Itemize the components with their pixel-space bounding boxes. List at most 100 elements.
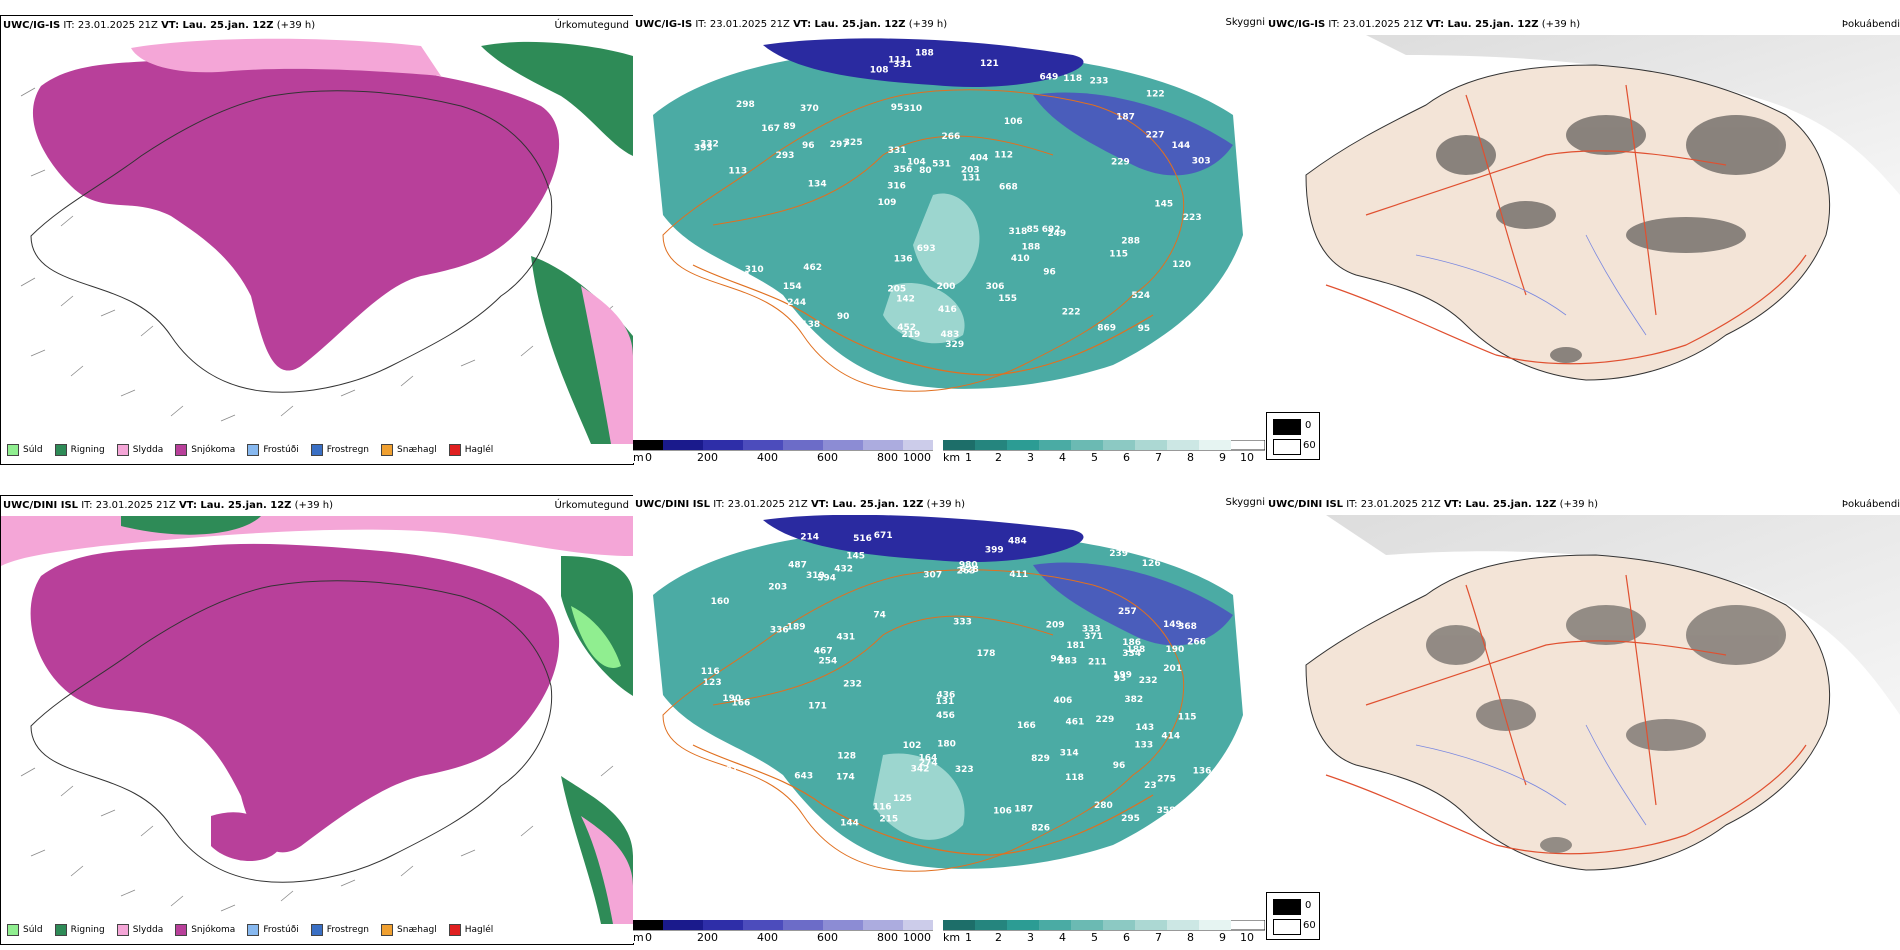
legend-freezing-rain: Frostregn [310, 444, 369, 456]
cloud-base-label: 280 [1094, 801, 1113, 811]
cloud-base-label: 316 [887, 182, 906, 192]
precip-map [1, 36, 633, 444]
cloud-base-label: 187 [1014, 805, 1033, 815]
cloud-base-label: 333 [1082, 625, 1101, 635]
cloud-base-label: 649 [1040, 73, 1059, 83]
cloud-base-label: 145 [1154, 200, 1173, 210]
cloud-base-label: 336 [770, 625, 789, 635]
cloud-base-label: 331 [888, 146, 907, 156]
precip-panel-row2: UWC/DINI ISL IT: 23.01.2025 21Z VT: Lau.… [0, 495, 634, 945]
cloud-base-label: 109 [878, 198, 897, 208]
cloud-base-label: 142 [896, 295, 915, 305]
cloud-base-label: 229 [1111, 158, 1130, 168]
cloud-base-label: 293 [776, 151, 795, 161]
visibility-unit: km [943, 451, 961, 464]
legend-snow: Snjókoma [175, 444, 235, 456]
it-label: IT: 23.01.2025 21Z [63, 20, 158, 31]
cloud-base-label: 358 [1157, 806, 1176, 816]
cloud-base-labels-row2: 96 149 275 333 191 145 186 174 126 189 190 160 199 21… [698, 531, 1211, 834]
cloud-base-label: 524 [1131, 291, 1150, 301]
cloud-base-label: 85 [1027, 225, 1040, 235]
precip-legend-row2: Súld Rigning Slydda Snjókoma Frostúði Fr… [7, 924, 505, 936]
cloud-base-label: 334 [1122, 649, 1141, 659]
cloud-base-label: 391 [719, 765, 738, 775]
visibility-colorbar-row2 [943, 920, 1265, 931]
cloud-base-label: 414 [1161, 732, 1180, 742]
cloud-base-label: 96 [802, 141, 815, 151]
vt-label: VT: Lau. 25.jan. 12Z [161, 20, 274, 31]
cloud-base-label: 594 [817, 573, 836, 583]
cloud-base-label: 215 [879, 815, 898, 825]
cloud-base-label: 399 [985, 545, 1004, 555]
cloud-base-label: 121 [980, 59, 999, 69]
cloud-base-label: 342 [911, 765, 930, 775]
cloud-base-colorbar [633, 440, 933, 451]
cloud-base-label: 104 [907, 157, 926, 167]
fog-legend-row2: 0 60 [1266, 892, 1320, 940]
cloud-base-label: 201 [1163, 664, 1182, 674]
fog-panel-row1: UWC/IG-IS IT: 23.01.2025 21Z VT: Lau. 25… [1266, 15, 1900, 410]
fog-legend-row1: 0 60 [1266, 412, 1320, 460]
cloud-base-label: 382 [1124, 695, 1143, 705]
cloud-base-label: 171 [808, 702, 827, 712]
cloud-base-label: 111 [888, 56, 907, 66]
cloud-base-label: 980 [959, 561, 978, 571]
cloud-base-label: 144 [840, 819, 859, 829]
cloud-base-label: 200 [937, 282, 956, 292]
cloud-base-label: 233 [1090, 77, 1109, 87]
cloud-base-label: 120 [1172, 260, 1191, 270]
cloud-base-label: 487 [788, 560, 807, 570]
cloud-base-label: 303 [1192, 157, 1211, 167]
cloud-base-label: 275 [1157, 775, 1176, 785]
cloud-base-label: 95 [891, 103, 904, 113]
cloud-base-label: 138 [801, 320, 820, 330]
cloud-base-label: 115 [1109, 250, 1128, 260]
precip-title: Úrkomutegund [554, 20, 629, 31]
cloud-base-label: 332 [700, 140, 719, 150]
cloud-base-label: 48 [707, 297, 720, 307]
cloud-base-label: 826 [1031, 824, 1050, 834]
legend-drizzle: Súld [7, 444, 43, 456]
panel-title-row2-precip: UWC/DINI ISL IT: 23.01.2025 21Z VT: Lau.… [3, 500, 334, 511]
legend-rain: Rigning [54, 444, 105, 456]
cloud-base-label: 89 [783, 122, 796, 132]
cloud-base-label: 318 [1009, 227, 1028, 237]
cloud-base-label: 238 [731, 271, 750, 281]
cloud-base-label: 106 [1004, 117, 1023, 127]
cloud-base-label: 869 [1097, 324, 1116, 334]
cloud-base-label: 298 [736, 100, 755, 110]
cloud-base-label: 323 [955, 765, 974, 775]
cloud-base-label: 333 [953, 618, 972, 628]
cloud-base-label: 331 [893, 60, 912, 70]
cloud-base-label: 131 [936, 697, 955, 707]
cloud-base-label: 106 [753, 329, 772, 339]
cloud-base-label: 209 [1046, 620, 1065, 630]
cloud-base-label: 112 [994, 150, 1013, 160]
cloud-base-label: 909 [759, 796, 778, 806]
cloud-base-label: 143 [1135, 723, 1154, 733]
cloud-base-label: 274 [919, 759, 938, 769]
fog-map-row1 [1266, 35, 1900, 410]
cloud-base-label: 254 [819, 657, 838, 667]
cloud-base-label: 123 [703, 678, 722, 688]
cloud-base-label: 307 [923, 571, 942, 581]
cloud-base-label: 133 [1134, 741, 1153, 751]
cloud-base-label: 96 [1113, 761, 1126, 771]
cloud-base-label: 190 [1166, 645, 1185, 655]
cloud-base-label: 329 [945, 340, 964, 350]
fog-panel-row2: UWC/DINI ISL IT: 23.01.2025 21Z VT: Lau.… [1266, 495, 1900, 890]
cloud-base-label: 122 [1146, 90, 1165, 100]
cloud-base-label: 136 [894, 255, 913, 265]
cloud-base-label: 154 [783, 282, 802, 292]
cloud-base-label: 125 [893, 794, 912, 804]
cloud-base-label: 693 [917, 244, 936, 254]
cloud-base-label: 462 [803, 263, 822, 273]
cloud-base-label: 74 [873, 610, 886, 620]
cloud-base-label: 310 [903, 104, 922, 114]
cloud-base-label: 829 [1031, 754, 1050, 764]
cloud-base-label: 188 [1022, 242, 1041, 252]
cloud-base-label: 310 [745, 265, 764, 275]
cloud-base-label: 145 [846, 551, 865, 561]
cloud-base-label: 484 [1008, 536, 1027, 546]
legend-freezing-drizzle: Frostúði [247, 444, 299, 456]
